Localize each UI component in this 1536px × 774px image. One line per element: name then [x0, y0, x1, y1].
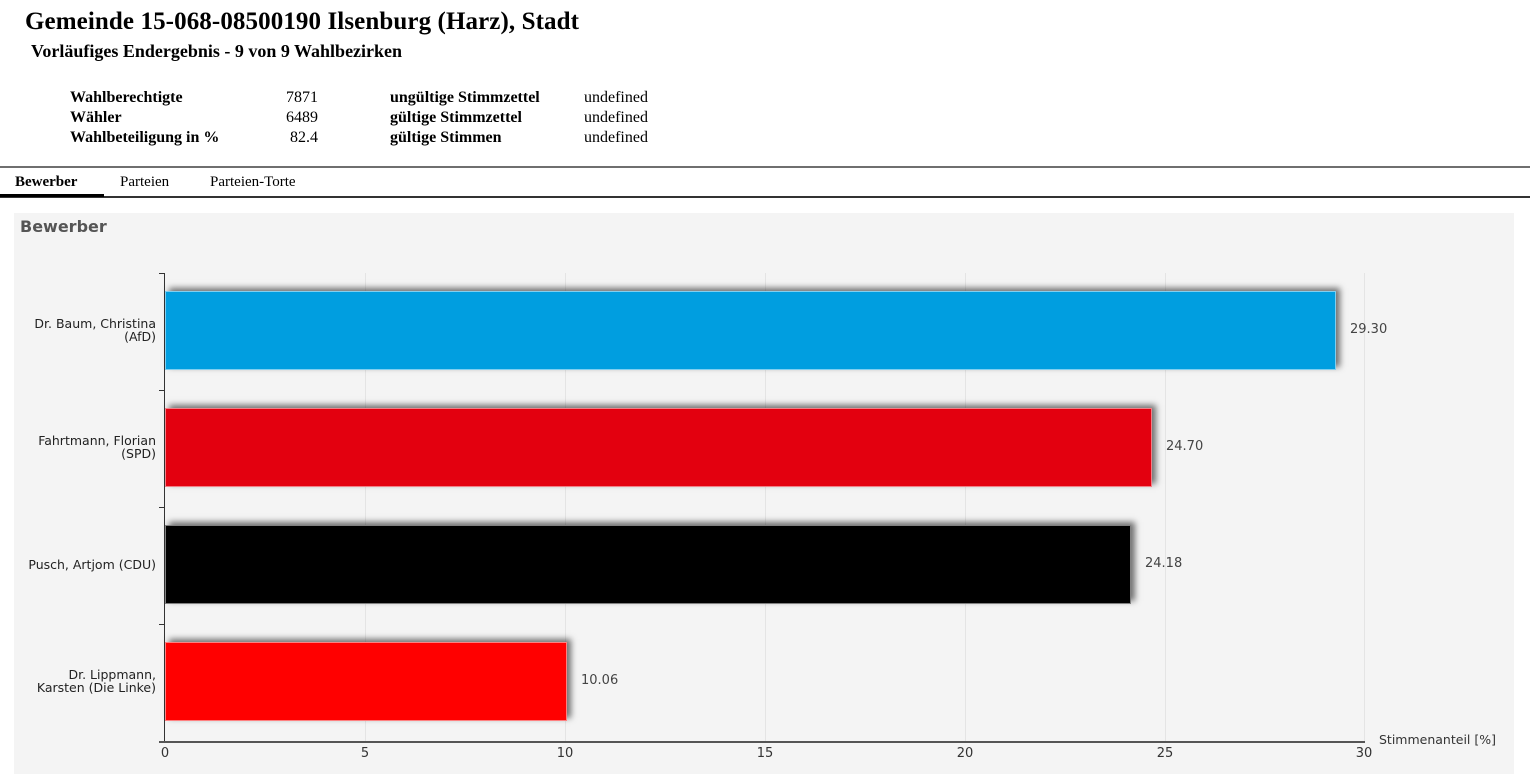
stat-value: undefined — [584, 89, 648, 106]
bar-value-label: 10.06 — [581, 673, 619, 688]
bar-spd[interactable] — [165, 408, 1152, 487]
stats-table: Wahlberechtigte 7871 ungültige Stimmzett… — [70, 88, 770, 148]
y-tick — [159, 507, 165, 508]
stat-value: undefined — [584, 109, 648, 126]
bar-value-label: 24.70 — [1166, 439, 1204, 454]
y-tick — [159, 390, 165, 391]
gridline — [765, 273, 766, 741]
tab-parteien[interactable]: Parteien — [120, 174, 170, 190]
gridline — [1364, 273, 1365, 741]
stat-label: ungültige Stimmzettel — [390, 89, 540, 106]
tab-bar: Bewerber Parteien Parteien-Torte — [0, 166, 1530, 198]
bar-linke[interactable] — [165, 642, 567, 721]
gridline — [1165, 273, 1166, 741]
stat-label: gültige Stimmzettel — [390, 109, 522, 126]
bar-value-label: 29.30 — [1350, 322, 1388, 337]
x-tick-label: 25 — [1156, 746, 1174, 761]
page-title: Gemeinde 15-068-08500190 Ilsenburg (Harz… — [25, 8, 580, 35]
x-tick-label: 15 — [756, 746, 774, 761]
tab-bewerber[interactable]: Bewerber — [15, 174, 78, 190]
x-tick-label: 20 — [956, 746, 974, 761]
y-tick — [159, 273, 165, 274]
stat-label: Wahlberechtigte — [70, 89, 183, 106]
stat-label: gültige Stimmen — [390, 129, 502, 146]
category-label: Dr. Lippmann, Karsten (Die Linke) — [36, 667, 156, 695]
page-subtitle: Vorläufiges Endergebnis - 9 von 9 Wahlbe… — [31, 41, 403, 61]
category-label: Dr. Baum, Christina (AfD) — [34, 316, 156, 344]
x-axis — [159, 741, 1365, 743]
category-label: Fahrtmann, Florian (SPD) — [38, 433, 156, 461]
x-tick-label: 5 — [360, 746, 370, 761]
x-tick-label: 10 — [556, 746, 574, 761]
chart-title: Bewerber — [20, 217, 107, 236]
stat-value: 6489 — [286, 109, 318, 126]
x-axis-title: Stimmenanteil [%] — [1379, 732, 1496, 747]
bar-cdu[interactable] — [165, 525, 1131, 604]
stats-row: Wähler 6489 gültige Stimmzettel undefine… — [70, 108, 770, 128]
stats-row: Wahlberechtigte 7871 ungültige Stimmzett… — [70, 88, 770, 108]
x-tick-label: 0 — [160, 746, 170, 761]
stat-value: 7871 — [286, 89, 318, 106]
gridline — [565, 273, 566, 741]
bar-afd[interactable] — [165, 291, 1336, 370]
stats-row: Wahlbeteiligung in % 82.4 gültige Stimme… — [70, 128, 770, 148]
stat-value: undefined — [584, 129, 648, 146]
x-tick-label: 30 — [1355, 746, 1373, 761]
bar-value-label: 24.18 — [1145, 556, 1183, 571]
stat-label: Wähler — [70, 109, 122, 126]
category-label: Pusch, Artjom (CDU) — [28, 557, 156, 572]
gridline — [965, 273, 966, 741]
y-tick — [159, 624, 165, 625]
chart-panel: Bewerber Dr. Baum, Christina (AfD) Fahrt… — [14, 213, 1514, 774]
stat-label: Wahlbeteiligung in % — [70, 129, 220, 146]
tab-parteien-torte[interactable]: Parteien-Torte — [210, 174, 296, 190]
stat-value: 82.4 — [290, 129, 318, 146]
gridline — [365, 273, 366, 741]
active-tab-indicator — [0, 194, 104, 197]
